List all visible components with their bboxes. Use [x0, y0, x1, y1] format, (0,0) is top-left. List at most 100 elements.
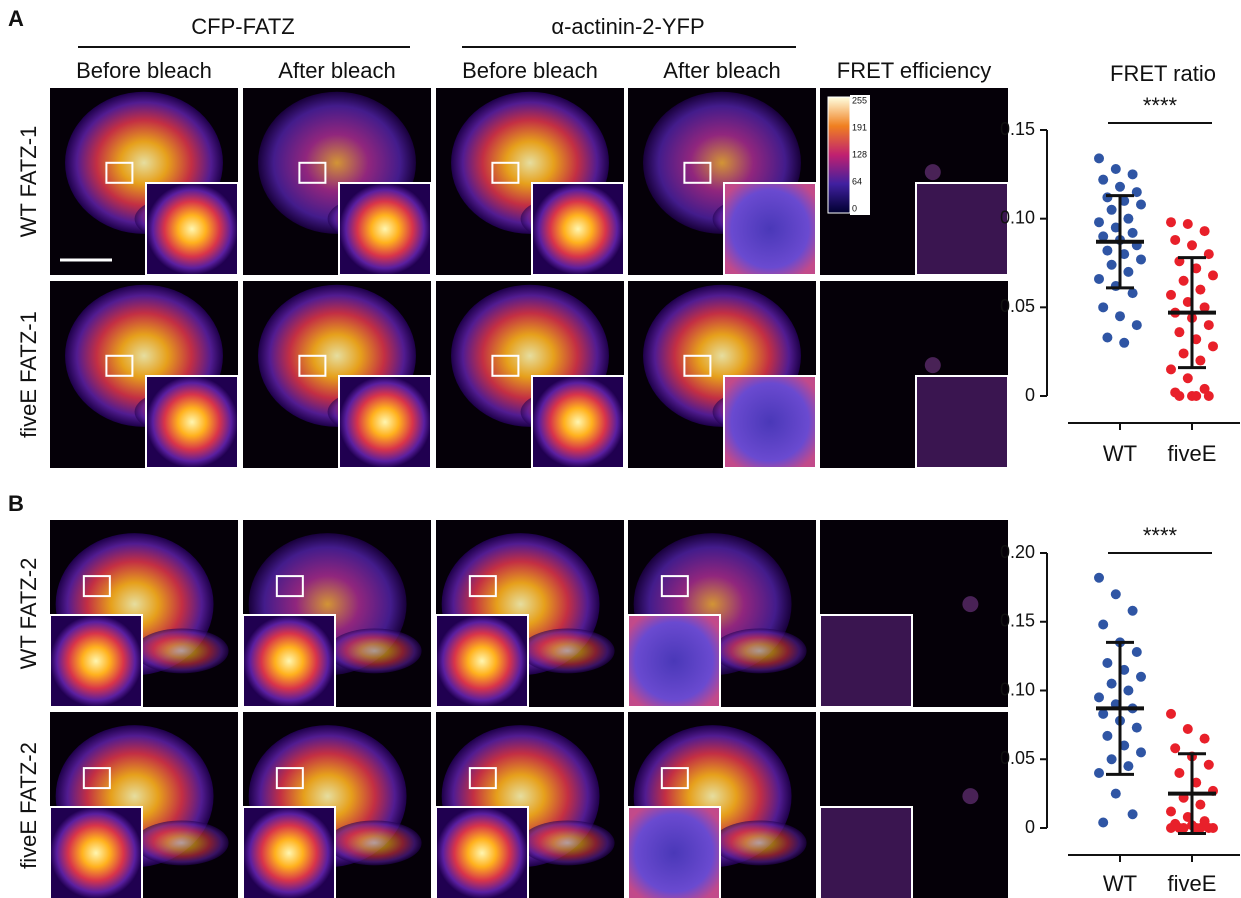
- data-point: [1132, 320, 1142, 330]
- data-point: [1094, 217, 1104, 227]
- page: {"figure":{"panel_labels":["A","B"],"col…: [0, 0, 1241, 898]
- chart-title: FRET ratio: [1110, 61, 1216, 86]
- y-tick-label: 0: [1025, 385, 1035, 405]
- colorbar-tick: 128: [852, 149, 867, 159]
- column-header: After bleach: [663, 58, 780, 83]
- data-point: [1200, 226, 1210, 236]
- data-point: [1136, 254, 1146, 264]
- data-point: [1111, 164, 1121, 174]
- data-point: [1195, 285, 1205, 295]
- x-tick-label: WT: [1103, 871, 1137, 896]
- inset: [436, 615, 528, 707]
- inset: [436, 807, 528, 898]
- data-point: [1208, 823, 1218, 833]
- inset: [339, 376, 431, 468]
- row-label: WT FATZ-2: [16, 558, 41, 670]
- inset: [50, 807, 142, 898]
- data-point: [1128, 606, 1138, 616]
- data-point: [1132, 647, 1142, 657]
- inset: [339, 183, 431, 275]
- x-tick-label: fiveE: [1168, 441, 1217, 466]
- cell: [135, 820, 229, 865]
- data-point: [1179, 276, 1189, 286]
- data-point: [1102, 192, 1112, 202]
- data-point: [1187, 240, 1197, 250]
- data-point: [1094, 768, 1104, 778]
- significance: ****: [1143, 93, 1178, 118]
- cell: [962, 788, 978, 804]
- y-tick-label: 0.10: [1000, 207, 1035, 227]
- colorbar-tick: 64: [852, 176, 862, 186]
- data-point: [1166, 364, 1176, 374]
- data-point: [1102, 658, 1112, 668]
- data-point: [1094, 274, 1104, 284]
- data-point: [1123, 761, 1133, 771]
- data-point: [1183, 724, 1193, 734]
- cell: [925, 164, 941, 180]
- cell: [713, 820, 807, 865]
- inset: [724, 183, 816, 275]
- data-point: [1128, 228, 1138, 238]
- inset: [243, 807, 335, 898]
- data-point: [1107, 205, 1117, 215]
- data-point: [1111, 589, 1121, 599]
- column-header: After bleach: [278, 58, 395, 83]
- cell: [521, 628, 615, 673]
- inset: [820, 615, 912, 707]
- inset: [146, 376, 238, 468]
- data-point: [1195, 823, 1205, 833]
- colorbar-tick: 255: [852, 95, 867, 105]
- data-point: [1208, 270, 1218, 280]
- data-point: [1166, 217, 1176, 227]
- data-point: [1094, 153, 1104, 163]
- data-point: [1200, 734, 1210, 744]
- data-point: [1166, 823, 1176, 833]
- row-label: fiveE FATZ-2: [16, 742, 41, 869]
- data-point: [1107, 679, 1117, 689]
- y-tick-label: 0.15: [1000, 611, 1035, 631]
- data-point: [1102, 731, 1112, 741]
- data-point: [1170, 235, 1180, 245]
- data-point: [1191, 391, 1201, 401]
- inset: [243, 615, 335, 707]
- x-tick-label: WT: [1103, 441, 1137, 466]
- data-point: [1179, 823, 1189, 833]
- y-tick-label: 0.05: [1000, 748, 1035, 768]
- data-point: [1166, 290, 1176, 300]
- data-point: [1208, 341, 1218, 351]
- data-point: [1136, 199, 1146, 209]
- y-tick-label: 0.15: [1000, 119, 1035, 139]
- data-point: [1107, 754, 1117, 764]
- y-tick-label: 0.05: [1000, 296, 1035, 316]
- data-point: [1098, 620, 1108, 630]
- data-point: [1123, 214, 1133, 224]
- significance: ****: [1143, 523, 1178, 548]
- cell: [925, 357, 941, 373]
- data-point: [1128, 288, 1138, 298]
- y-tick-label: 0: [1025, 817, 1035, 837]
- data-point: [1195, 800, 1205, 810]
- x-tick-label: fiveE: [1168, 871, 1217, 896]
- row-label: WT FATZ-1: [16, 126, 41, 238]
- data-point: [1098, 302, 1108, 312]
- colorbar-tick: 191: [852, 122, 867, 132]
- cell: [521, 820, 615, 865]
- data-point: [1128, 169, 1138, 179]
- row-label: fiveE FATZ-1: [16, 311, 41, 438]
- data-point: [1183, 219, 1193, 229]
- data-point: [1179, 348, 1189, 358]
- data-point: [1195, 356, 1205, 366]
- data-point: [1136, 747, 1146, 757]
- inset: [532, 376, 624, 468]
- data-point: [1204, 391, 1214, 401]
- data-point: [1123, 686, 1133, 696]
- cell: [328, 820, 422, 865]
- inset: [820, 807, 912, 898]
- data-point: [1204, 320, 1214, 330]
- data-point: [1128, 809, 1138, 819]
- data-point: [1166, 709, 1176, 719]
- figure: A B CFP-FATZ α-actinin-2-YFP Before blea…: [0, 0, 1241, 898]
- cell: [135, 628, 229, 673]
- data-point: [1094, 573, 1104, 583]
- data-point: [1102, 332, 1112, 342]
